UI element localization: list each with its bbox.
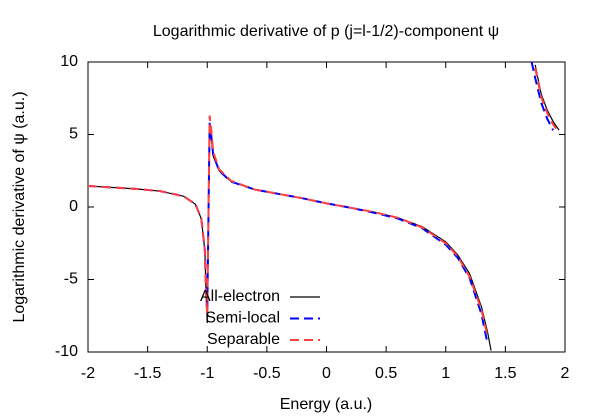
legend-label: All-electron xyxy=(200,288,280,305)
x-tick-label: -1 xyxy=(200,365,214,382)
x-tick-label: 1 xyxy=(441,365,450,382)
chart-title: Logarithmic derivative of p (j=l-1/2)-co… xyxy=(153,23,499,40)
y-tick-label: 0 xyxy=(69,198,78,215)
y-tick-label: 10 xyxy=(60,53,78,70)
x-tick-label: 2 xyxy=(561,365,570,382)
plot-frame xyxy=(87,61,566,353)
series-line xyxy=(88,62,554,344)
x-tick-label: -2 xyxy=(81,365,95,382)
series-line xyxy=(88,64,560,351)
x-tick-label: 1.5 xyxy=(494,365,516,382)
x-tick-label: 0 xyxy=(322,365,331,382)
y-tick-label: -5 xyxy=(64,271,78,288)
legend-label: Semi-local xyxy=(205,310,280,327)
y-axis-label: Logarithmic derivative of ψ (a.u.) xyxy=(11,91,28,322)
x-tick-label: -0.5 xyxy=(253,365,281,382)
x-tick-label: 0.5 xyxy=(375,365,397,382)
series-line xyxy=(88,67,560,337)
x-tick-label: -1.5 xyxy=(134,365,162,382)
y-tick-label: -10 xyxy=(55,343,78,360)
y-tick-label: 5 xyxy=(69,126,78,143)
legend-label: Separable xyxy=(207,331,280,348)
plot-area xyxy=(88,62,560,351)
x-axis-label: Energy (a.u.) xyxy=(280,396,372,413)
